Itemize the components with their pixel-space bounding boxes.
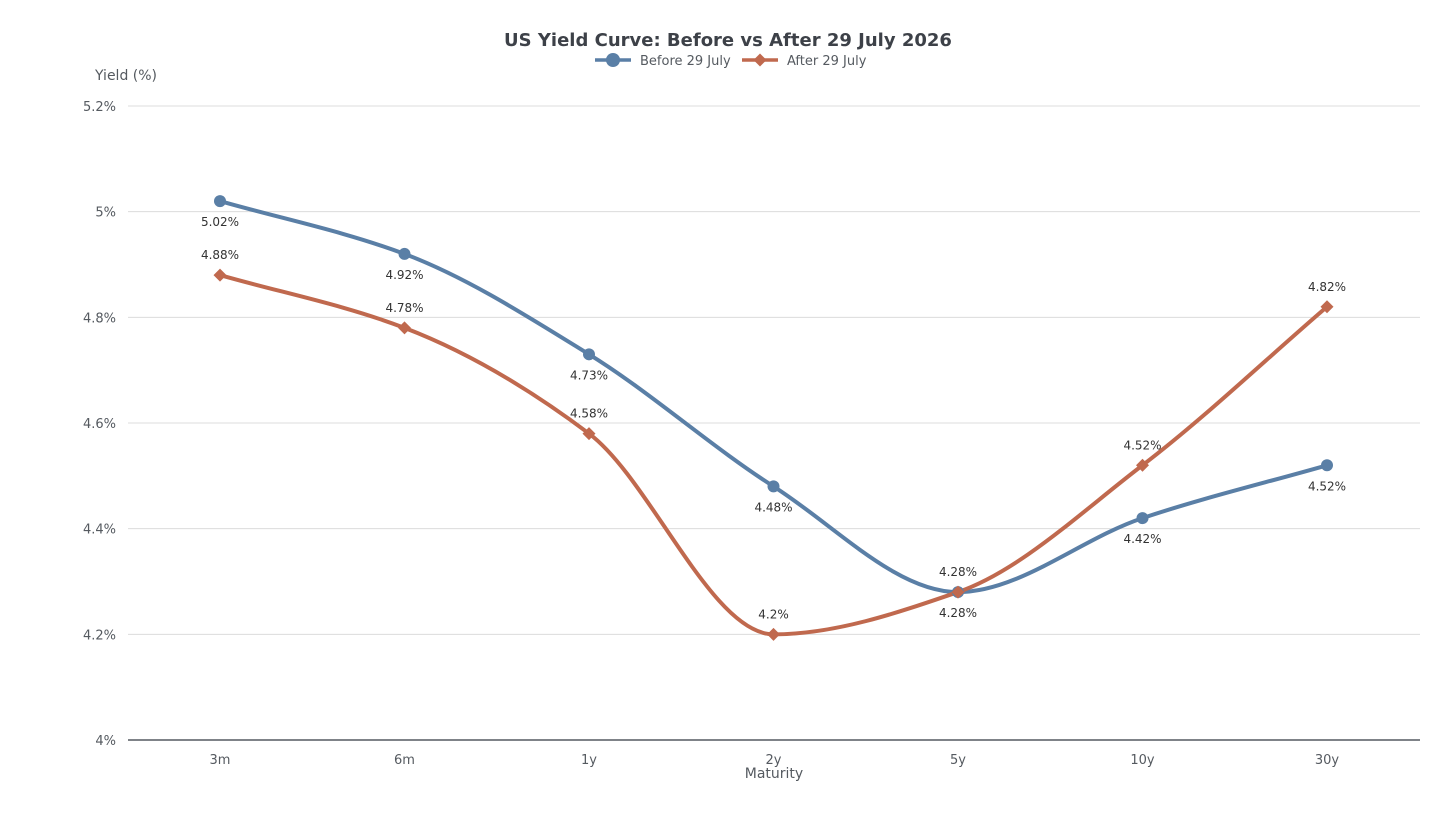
series-markers xyxy=(213,195,1334,641)
chart-title: US Yield Curve: Before vs After 29 July … xyxy=(504,30,952,51)
data-label: 4.28% xyxy=(939,606,977,620)
y-tick-label: 4% xyxy=(95,734,116,749)
data-label: 4.73% xyxy=(570,368,608,382)
x-tick-label: 2y xyxy=(766,753,782,768)
data-point-before xyxy=(583,348,595,361)
x-tick-label: 5y xyxy=(950,753,966,768)
legend-label: After 29 July xyxy=(787,54,867,69)
series-lines xyxy=(218,199,1329,637)
legend: Before 29 July After 29 July xyxy=(595,53,867,69)
y-axis-title: Yield (%) xyxy=(94,68,157,84)
data-point-after xyxy=(213,268,227,282)
data-label: 4.88% xyxy=(201,248,239,262)
data-label: 4.48% xyxy=(754,500,792,514)
data-label: 4.52% xyxy=(1123,438,1161,452)
data-point-before xyxy=(1321,459,1333,472)
data-label: 4.42% xyxy=(1123,532,1161,546)
x-tick-label: 3m xyxy=(210,753,231,768)
y-tick-label: 4.8% xyxy=(83,311,116,326)
y-tick-label: 4.4% xyxy=(83,523,116,538)
data-label: 4.58% xyxy=(570,407,608,421)
x-tick-label: 6m xyxy=(394,753,415,768)
data-point-before xyxy=(214,195,226,208)
data-labels: 5.02% 4.92% 4.73% 4.48% 4.28% 4.42% 4.52% 4.88%… xyxy=(201,215,1346,621)
x-axis-title: Maturity xyxy=(745,766,803,782)
data-label: 4.78% xyxy=(385,301,423,315)
x-tick-label: 10y xyxy=(1130,753,1155,768)
data-point-after xyxy=(951,585,965,599)
data-point-before xyxy=(398,247,411,260)
data-point-after xyxy=(1136,458,1149,472)
x-tick-label: 30y xyxy=(1315,753,1340,768)
data-point-after xyxy=(1320,300,1334,314)
y-tick-label: 5.2% xyxy=(83,100,116,115)
series-line-after xyxy=(218,273,1329,637)
gridlines xyxy=(128,105,1420,635)
legend-marker-icon xyxy=(753,53,767,67)
data-point-after xyxy=(767,627,780,641)
data-point-after xyxy=(398,321,411,335)
y-tick-labels: 4% 4.2% 4.4% 4.6% 4.8% 5% 5.2% xyxy=(83,100,116,749)
legend-marker-icon xyxy=(606,53,620,67)
y-tick-label: 5% xyxy=(95,206,116,221)
legend-item-before: Before 29 July xyxy=(595,53,731,69)
data-label: 4.92% xyxy=(385,268,423,282)
data-label: 4.82% xyxy=(1308,280,1346,294)
data-label: 4.28% xyxy=(939,565,977,579)
legend-label: Before 29 July xyxy=(640,54,731,69)
y-tick-label: 4.6% xyxy=(83,417,116,432)
data-point-before xyxy=(1136,512,1149,525)
data-point-after xyxy=(582,427,596,441)
x-tick-label: 1y xyxy=(581,753,597,768)
legend-item-after: After 29 July xyxy=(742,53,867,69)
data-point-before xyxy=(767,480,780,493)
data-label: 4.2% xyxy=(758,607,789,621)
x-tick-labels: 3m 6m 1y 2y 5y 10y 30y xyxy=(210,753,1340,768)
data-label: 4.52% xyxy=(1308,479,1346,493)
data-label: 5.02% xyxy=(201,215,239,229)
y-tick-label: 4.2% xyxy=(83,628,116,643)
